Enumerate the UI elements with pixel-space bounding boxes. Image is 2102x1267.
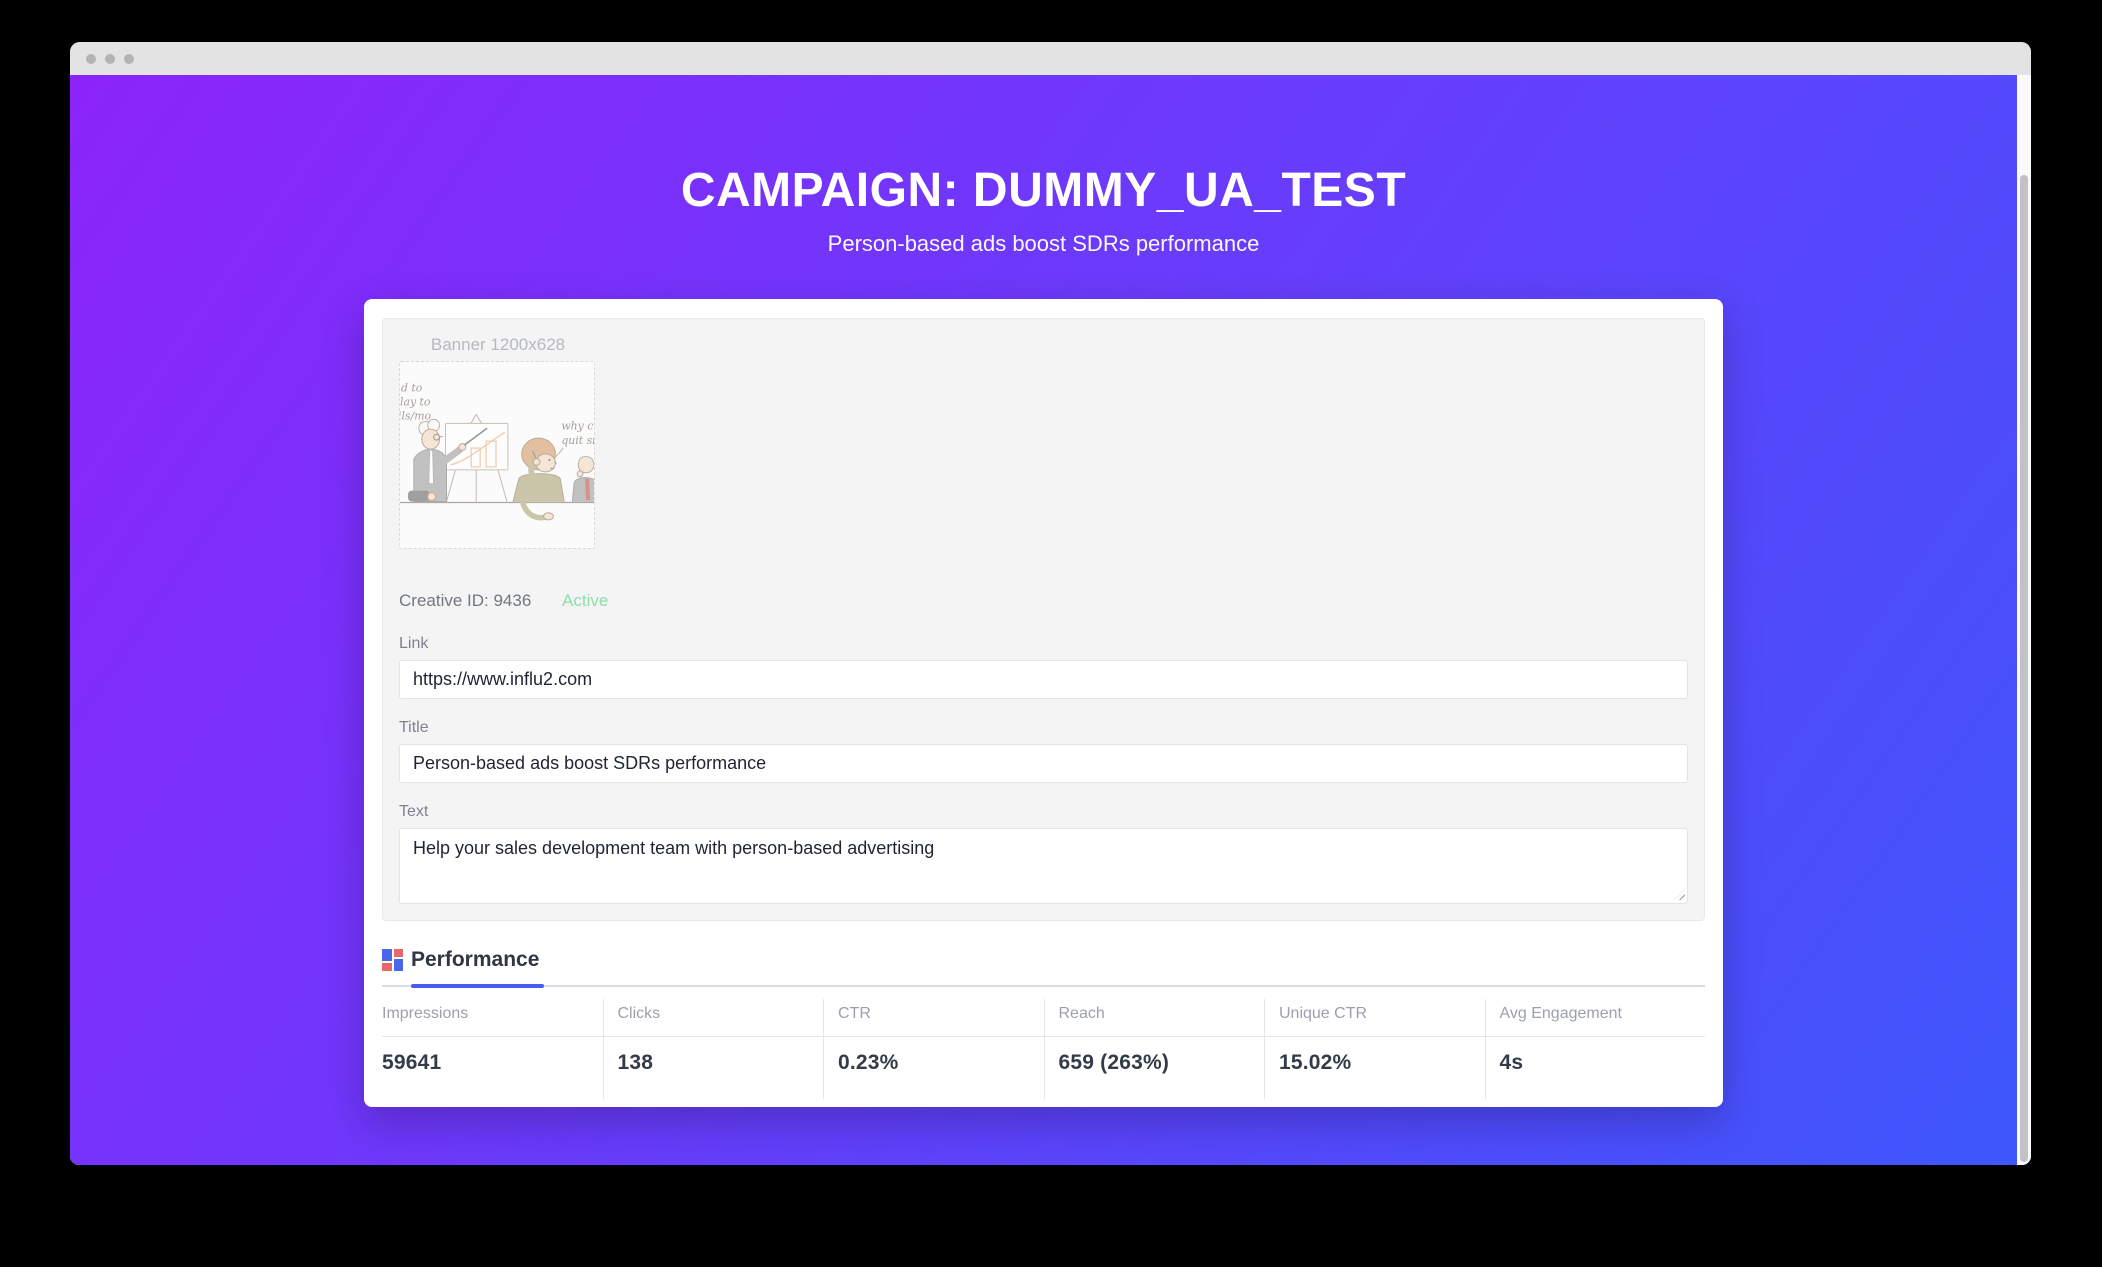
active-tab-underline	[411, 984, 544, 988]
browser-viewport: CAMPAIGN: DUMMY_UA_TEST Person-based ads…	[70, 75, 2031, 1165]
window-control-dot[interactable]	[105, 53, 115, 64]
creative-meta: Creative ID: 9436 Active	[399, 591, 1688, 611]
link-label: Link	[399, 635, 429, 652]
tab-performance[interactable]: Performance	[382, 948, 539, 972]
metric-value: 0.23%	[838, 1051, 899, 1074]
title-field: Title	[399, 719, 1688, 783]
metric-col-impressions: Impressions 59641	[382, 999, 603, 1099]
window-control-dot[interactable]	[86, 53, 96, 64]
artwork-note-line: d to	[401, 382, 423, 395]
campaign-card: Banner 1200x628 d to lay to ils/mo	[364, 299, 1723, 1107]
artwork-note-line: lay to	[400, 396, 431, 409]
window-control-dot[interactable]	[124, 53, 134, 64]
metric-header: CTR	[838, 1005, 871, 1022]
metric-value: 4s	[1499, 1051, 1524, 1074]
metric-header: Clicks	[617, 1005, 661, 1022]
dashboard-blocks-icon	[382, 949, 403, 971]
metric-header: Reach	[1058, 1005, 1105, 1022]
link-field: Link	[399, 635, 1688, 699]
header-divider	[382, 1036, 1705, 1037]
browser-window: CAMPAIGN: DUMMY_UA_TEST Person-based ads…	[70, 42, 2031, 1165]
performance-tab-label: Performance	[411, 948, 540, 971]
creative-artwork: d to lay to ils/mo why c quit si	[400, 382, 594, 521]
title-label: Title	[399, 719, 429, 736]
window-titlebar[interactable]	[70, 42, 2031, 75]
page-title: CAMPAIGN: DUMMY_UA_TEST	[680, 164, 1407, 217]
performance-tabbar: Performance	[382, 948, 1705, 988]
metric-col-unique-ctr: Unique CTR 15.02%	[1264, 999, 1485, 1099]
banner-block: Banner 1200x628 d to lay to ils/mo	[399, 335, 597, 549]
artwork-note-line: ils/mo	[400, 409, 432, 422]
page-subtitle: Person-based ads boost SDRs performance	[827, 231, 1260, 256]
resize-grip-icon[interactable]	[1674, 889, 1685, 900]
artwork-speech-line: quit si	[561, 434, 594, 447]
text-label: Text	[399, 803, 429, 820]
link-input[interactable]	[399, 660, 1688, 699]
scrollbar-thumb[interactable]	[2020, 175, 2028, 1162]
metric-value: 138	[617, 1051, 654, 1074]
whiteboard-drawing	[445, 413, 509, 502]
performance-metrics-table: Impressions 59641 Clicks 138 CTR 0.23%	[382, 999, 1705, 1099]
audience-man-figure	[571, 455, 594, 504]
page-background: CAMPAIGN: DUMMY_UA_TEST Person-based ads…	[70, 75, 2017, 1165]
metric-col-ctr: CTR 0.23%	[823, 999, 1044, 1099]
status-badge: Active	[562, 591, 609, 610]
metric-header: Impressions	[382, 1005, 469, 1022]
presenter-figure	[407, 418, 488, 503]
metric-col-clicks: Clicks 138	[602, 999, 824, 1099]
scrollbar[interactable]	[2017, 75, 2031, 1165]
metric-col-avg-engagement: Avg Engagement 4s	[1484, 999, 1706, 1099]
title-input[interactable]	[399, 744, 1688, 783]
audience-woman-figure	[512, 437, 565, 521]
banner-image: d to lay to ils/mo why c quit si	[399, 361, 595, 549]
metric-header: Avg Engagement	[1499, 1005, 1622, 1022]
metric-value: 59641	[382, 1051, 442, 1074]
creative-id-label: Creative ID: 9436	[399, 591, 532, 610]
metric-value: 15.02%	[1279, 1051, 1352, 1074]
creative-panel: Banner 1200x628 d to lay to ils/mo	[382, 318, 1705, 921]
text-field: Text Help your sales development team wi…	[399, 803, 1688, 904]
metric-header: Unique CTR	[1279, 1005, 1368, 1022]
metric-col-reach: Reach 659 (263%)	[1043, 999, 1265, 1099]
text-textarea[interactable]: Help your sales development team with pe…	[399, 828, 1688, 904]
banner-size-label: Banner 1200x628	[430, 335, 566, 354]
artwork-speech-line: why c	[561, 419, 593, 432]
metric-value: 659 (263%)	[1058, 1051, 1170, 1074]
